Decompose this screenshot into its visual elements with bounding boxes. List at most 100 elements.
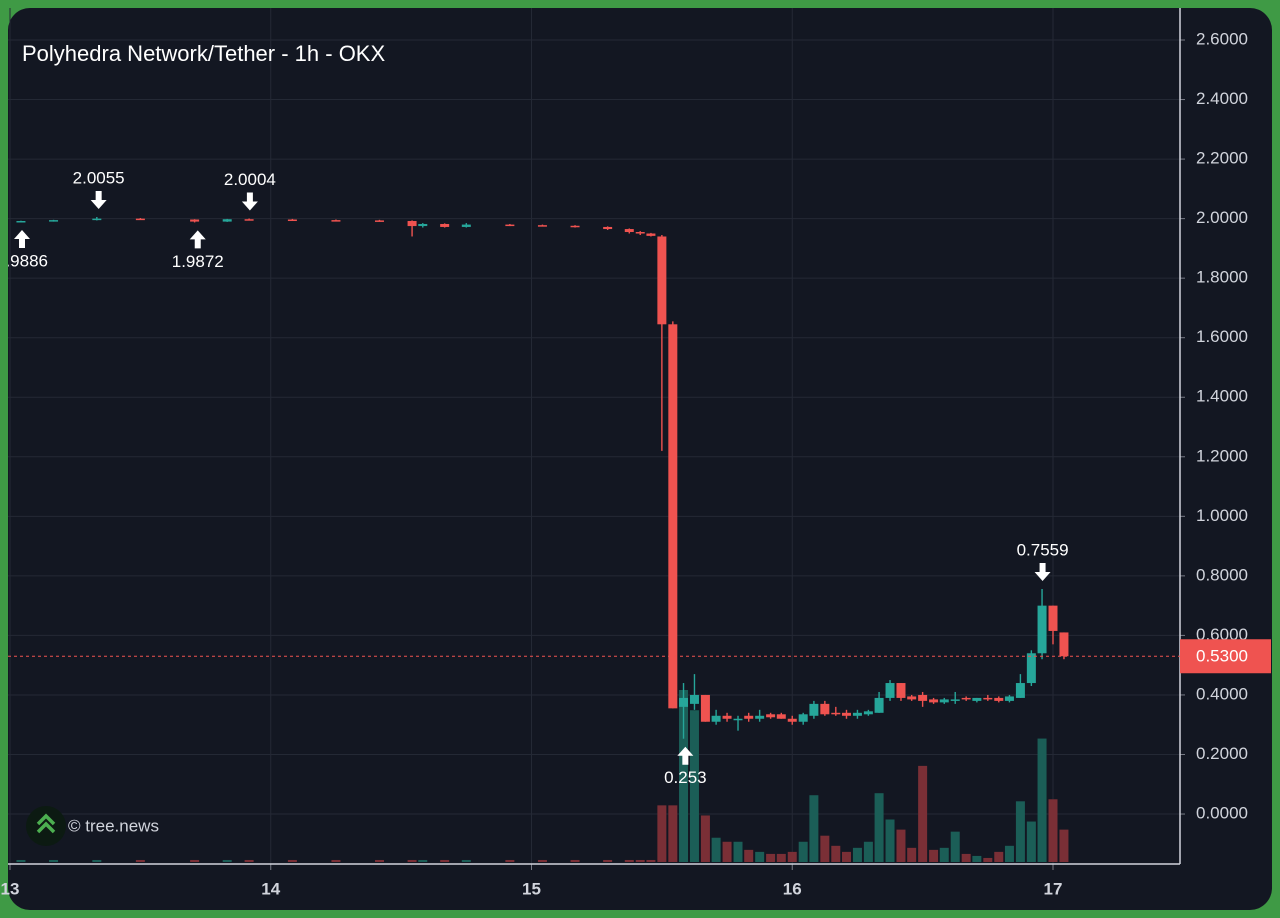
volume-bar xyxy=(798,841,808,862)
volume-bar xyxy=(646,859,656,862)
volume-bar xyxy=(49,859,59,862)
y-tick-label: 0.2000 xyxy=(1196,744,1248,763)
x-tick-label: 14 xyxy=(261,879,280,898)
candle-body xyxy=(733,718,743,721)
volume-bar xyxy=(994,851,1004,862)
candle-body xyxy=(1037,605,1047,654)
volume-bar xyxy=(972,855,982,862)
candle-body xyxy=(603,226,613,230)
candle-body xyxy=(418,223,428,227)
candle-body xyxy=(722,715,732,719)
volume-bar xyxy=(939,847,949,862)
last-price-box xyxy=(1180,639,1271,674)
candle-body xyxy=(820,703,830,715)
annotation-arrow xyxy=(677,746,694,765)
candle-body xyxy=(929,699,939,703)
y-tick-label: 2.2000 xyxy=(1196,149,1248,168)
volume-bar xyxy=(983,857,993,862)
volume-bar xyxy=(744,849,754,862)
annotation-arrow xyxy=(13,230,30,249)
y-tick-label: 2.4000 xyxy=(1196,89,1248,108)
candle-body xyxy=(92,218,102,221)
y-tick-label: 0.0000 xyxy=(1196,804,1248,823)
volume-bar xyxy=(16,859,26,862)
y-tick-label: 0.4000 xyxy=(1196,684,1248,703)
volume-bar xyxy=(918,765,928,862)
volume-bar xyxy=(809,795,819,862)
annotation-label: 2.0055 xyxy=(73,168,125,187)
volume-bar xyxy=(679,690,689,862)
volume-bar xyxy=(766,853,776,862)
candle-body xyxy=(635,232,645,234)
volume-bar xyxy=(657,805,667,862)
volume-bar xyxy=(711,837,721,862)
volume-bar xyxy=(776,853,786,862)
volume-bar xyxy=(190,859,200,862)
volume-bar xyxy=(418,859,428,862)
volume-bar xyxy=(92,859,102,862)
volume-bar xyxy=(852,847,862,862)
volume-bar xyxy=(603,859,613,862)
candle-body xyxy=(1059,632,1069,657)
volume-bar xyxy=(961,853,971,862)
volume-bar xyxy=(733,841,743,862)
chart-title: Polyhedra Network/Tether - 1h - OKX xyxy=(22,41,385,66)
y-tick-label: 0.8000 xyxy=(1196,565,1248,584)
candle-body xyxy=(766,714,776,718)
panel xyxy=(8,8,1272,910)
watermark-text: © tree.news xyxy=(68,816,159,835)
y-tick-label: 1.6000 xyxy=(1196,327,1248,346)
last-price-label: 0.5300 xyxy=(1196,647,1248,666)
annotation-label: 2.0004 xyxy=(224,170,276,189)
candle-layer xyxy=(16,216,1069,739)
candle-body xyxy=(809,703,819,716)
candle-body xyxy=(755,715,765,719)
volume-bar xyxy=(244,859,254,862)
candle-body xyxy=(505,224,515,227)
volume-bar xyxy=(407,859,417,862)
axes: 0.0000 0.2000 0.4000 0.6000 0.8000 1.0000 1.20… xyxy=(1,8,1271,898)
candle-body xyxy=(744,715,754,719)
candle-body xyxy=(1004,696,1014,701)
candle-body xyxy=(841,712,851,716)
candle-body xyxy=(222,219,232,222)
volume-bar xyxy=(831,845,841,862)
volume-bar xyxy=(668,805,678,862)
candle-body xyxy=(852,712,862,716)
volume-bar xyxy=(537,859,547,862)
candle-body xyxy=(896,683,906,698)
annotation-arrow xyxy=(90,190,107,209)
candle-body xyxy=(537,225,547,227)
volume-bar xyxy=(700,815,710,862)
annotation-layer: 1.9886 2.0055 1.9872 2.0004 0.253 0.7559 xyxy=(8,168,1069,787)
candle-body xyxy=(983,697,993,700)
volume-bar xyxy=(624,859,634,862)
candle-body xyxy=(907,696,917,700)
volume-bar xyxy=(461,859,471,862)
volume-bar xyxy=(1004,845,1014,862)
candle-body xyxy=(440,223,450,227)
x-tick-label: 17 xyxy=(1044,879,1063,898)
volume-bar xyxy=(874,793,884,862)
annotation-arrow xyxy=(1034,562,1051,581)
y-tick-label: 2.6000 xyxy=(1196,29,1248,48)
candle-body xyxy=(668,324,678,709)
candle-body xyxy=(950,699,960,701)
volume-bar xyxy=(896,829,906,862)
candle-body xyxy=(711,715,721,722)
volume-layer xyxy=(16,690,1069,862)
x-tick-label: 15 xyxy=(522,879,541,898)
volume-bar xyxy=(863,841,873,862)
candle-body xyxy=(190,219,200,222)
volume-bar xyxy=(1059,829,1069,862)
candle-body xyxy=(863,711,873,715)
volume-bar xyxy=(689,710,699,862)
volume-bar xyxy=(1015,801,1025,862)
candle-body xyxy=(776,714,786,719)
candle-body xyxy=(244,219,254,221)
candle-body xyxy=(461,224,471,227)
candle-body xyxy=(1048,605,1058,631)
candle-body xyxy=(994,697,1004,701)
